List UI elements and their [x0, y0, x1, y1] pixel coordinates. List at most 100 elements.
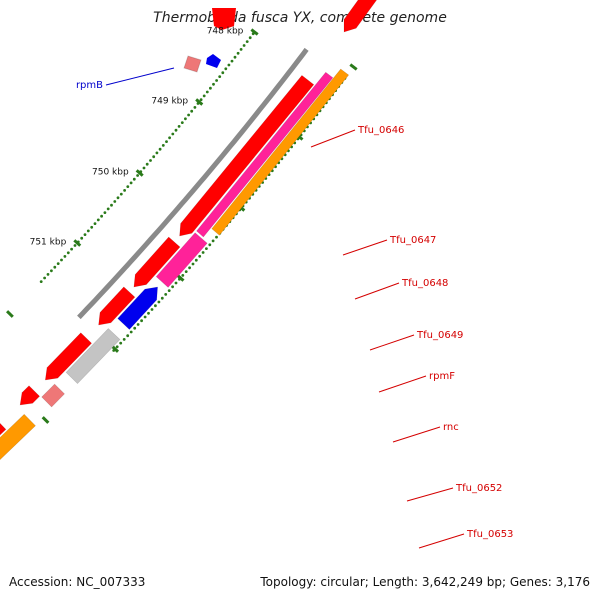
- outer-dot: [167, 289, 171, 292]
- gene-feature-rose[interactable]: [41, 383, 65, 408]
- gene-labels[interactable]: rpmB Tfu_0646 Tfu_0647 Tfu_0648 Tfu_0649 rpmF…: [76, 67, 513, 549]
- outer-dot: [208, 243, 212, 247]
- inner-dot: [93, 222, 97, 226]
- cds-feature[interactable]: [0, 419, 7, 476]
- label-leader-line: [378, 375, 427, 393]
- inner-dot: [86, 229, 90, 233]
- rpmB-feature[interactable]: [183, 55, 202, 73]
- inner-dot: [43, 276, 46, 280]
- inner-dot: [248, 36, 252, 40]
- backbone-line: [77, 47, 309, 320]
- inner-dot: [83, 233, 87, 237]
- gene-label-Tfu_0652[interactable]: Tfu_0652: [455, 483, 502, 494]
- gene-feature-orange[interactable]: [0, 413, 36, 480]
- inner-dot: [171, 132, 175, 136]
- outer-dot: [154, 304, 157, 308]
- gene-feature-orange[interactable]: [211, 68, 350, 236]
- label-leader-line: [369, 334, 415, 351]
- outer-tick-mark: [111, 345, 120, 353]
- inner-dot: [129, 181, 133, 185]
- gene-label-Tfu_0646[interactable]: Tfu_0646: [357, 125, 404, 136]
- inner-dot: [116, 196, 120, 200]
- inner-dot: [161, 144, 165, 147]
- cds-feature[interactable]: [179, 74, 315, 237]
- cds-feature[interactable]: [44, 332, 93, 381]
- inner-dot: [193, 106, 197, 109]
- inner-dot: [190, 109, 194, 113]
- outer-dot: [201, 251, 205, 254]
- inner-dot: [106, 207, 110, 211]
- kbp-tick-mark: [135, 169, 144, 177]
- inner-dot: [209, 86, 212, 90]
- inner-dot: [132, 177, 136, 181]
- cds-feature[interactable]: [343, 0, 381, 33]
- inner-dot: [236, 51, 240, 55]
- inner-dot: [184, 117, 187, 121]
- outer-dot: [147, 311, 150, 315]
- inner-dot: [239, 48, 243, 51]
- rpmB-feature[interactable]: [206, 54, 221, 68]
- kbp-tick-mark: [73, 239, 82, 247]
- inner-dot: [110, 203, 113, 207]
- label-leader-line: [354, 282, 400, 300]
- inner-dot: [66, 251, 70, 255]
- inner-dot: [165, 140, 168, 144]
- genome-backbone: [77, 47, 309, 320]
- gene-label-rpmB[interactable]: rpmB: [76, 80, 103, 91]
- gene-label-Tfu_0653[interactable]: Tfu_0653: [466, 529, 513, 540]
- inner-dot: [56, 262, 60, 265]
- gene-features[interactable]: [0, 0, 381, 600]
- label-leader-line: [392, 426, 441, 443]
- inner-dot: [50, 269, 53, 273]
- inner-dot: [224, 67, 228, 71]
- inner-dot: [205, 90, 209, 94]
- kbp-tick-mark: [6, 310, 14, 318]
- inner-dot: [199, 98, 203, 102]
- inner-dot: [202, 94, 206, 98]
- cds-feature[interactable]: [133, 236, 181, 288]
- inner-dot: [126, 185, 130, 189]
- outer-dot: [160, 296, 164, 300]
- outer-dot: [198, 254, 202, 258]
- inner-dot: [39, 280, 43, 283]
- gene-label-rpmF[interactable]: rpmF: [429, 371, 455, 382]
- gene-label-Tfu_0647[interactable]: Tfu_0647: [389, 235, 436, 246]
- inner-dot: [123, 189, 126, 192]
- outer-dot: [181, 274, 185, 277]
- inner-dot: [70, 247, 73, 251]
- inner-dot: [177, 125, 181, 128]
- label-leader-line: [406, 487, 454, 502]
- outer-tick-mark: [176, 274, 185, 282]
- gene-feature-pink[interactable]: [196, 71, 334, 238]
- inner-dot: [227, 63, 231, 67]
- gene-label-Tfu_0649[interactable]: Tfu_0649: [416, 330, 463, 341]
- outer-dot: [115, 345, 119, 349]
- cds-feature[interactable]: [19, 385, 41, 406]
- inner-dot: [60, 258, 63, 262]
- gene-feature-grey[interactable]: [65, 328, 121, 385]
- inner-dot: [174, 128, 178, 132]
- kbp-tick-label: 750 kbp: [92, 167, 129, 177]
- kbp-tick-mark: [250, 28, 259, 36]
- gene-feature-pink[interactable]: [155, 232, 208, 288]
- outer-dot: [133, 326, 137, 330]
- inner-dot: [113, 200, 117, 203]
- outer-dot: [171, 285, 175, 289]
- cds-feature[interactable]: [212, 8, 236, 30]
- outer-dot: [188, 266, 192, 270]
- gene-label-rnc[interactable]: rnc: [443, 422, 459, 433]
- gene-label-Tfu_0648[interactable]: Tfu_0648: [401, 278, 448, 289]
- kbp-tick-label: 751 kbp: [30, 237, 67, 247]
- outer-dot: [126, 334, 130, 338]
- accession-text: Accession: NC_007333: [9, 575, 146, 589]
- cds-feature[interactable]: [98, 286, 136, 326]
- inner-dot: [245, 40, 249, 43]
- gene-feature-blue[interactable]: [117, 286, 158, 330]
- inner-dot: [90, 225, 94, 229]
- outer-tick-mark: [349, 63, 358, 71]
- outer-dot: [129, 330, 133, 334]
- inner-dot: [96, 218, 100, 222]
- inner-dot: [100, 214, 103, 218]
